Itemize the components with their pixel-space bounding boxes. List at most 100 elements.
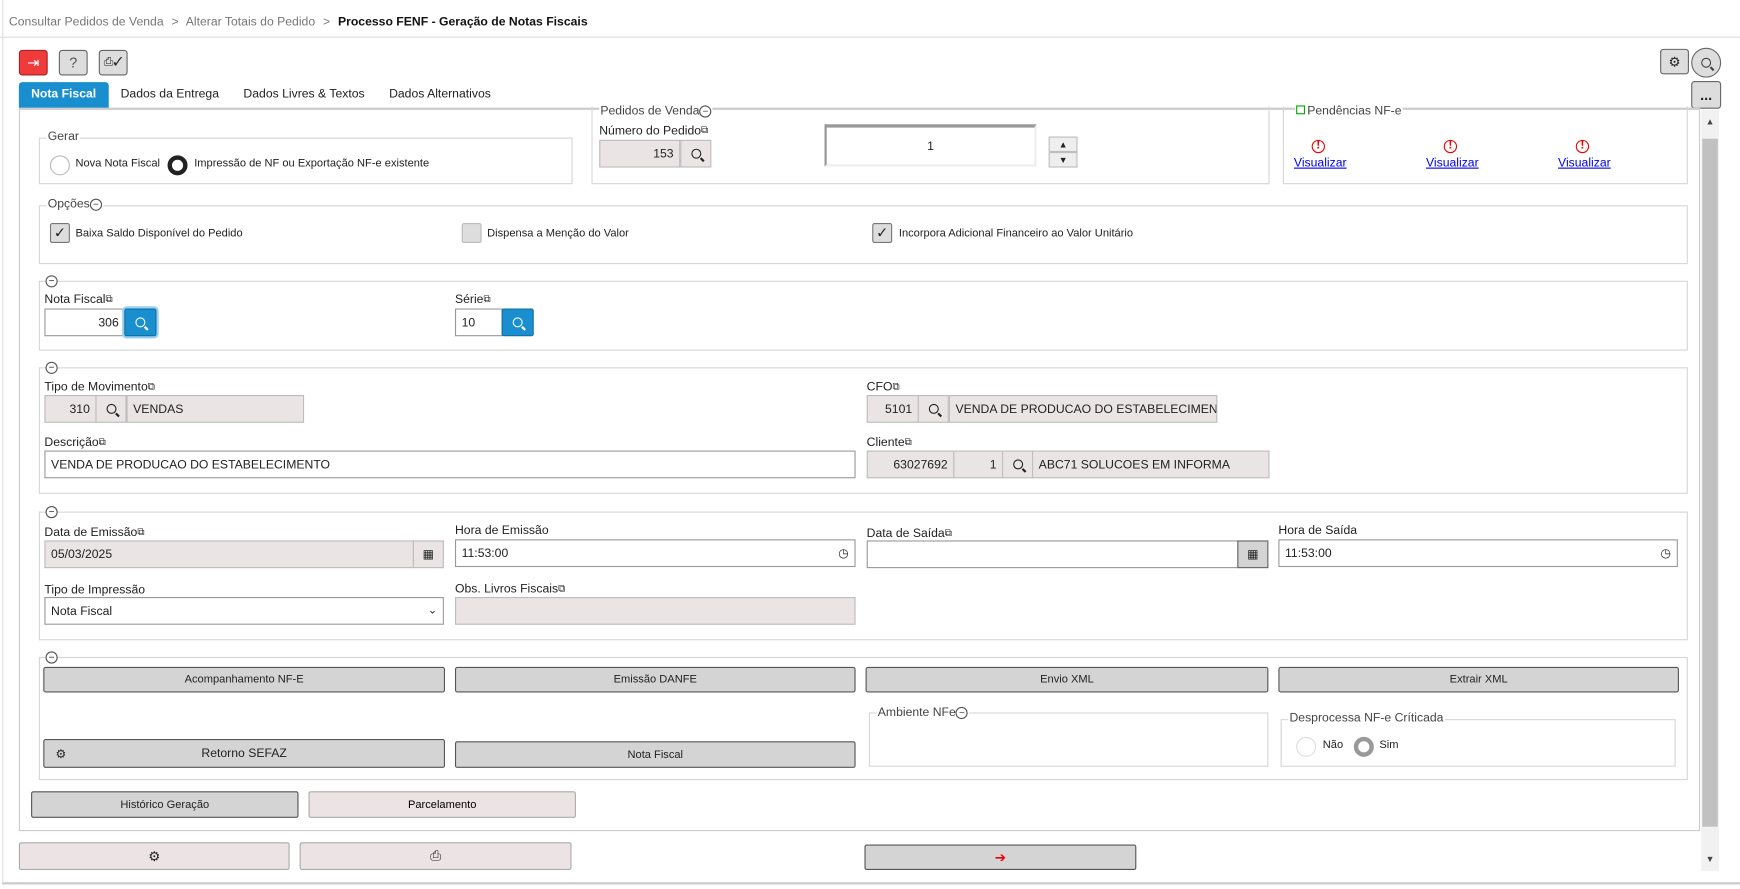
data-emissao-input[interactable]: 05/03/2025 xyxy=(44,540,414,569)
pendencias-legend: Pendências NF-e xyxy=(1295,104,1403,118)
radio-label: Nova Nota Fiscal xyxy=(75,157,160,170)
clock-icon[interactable]: ◷ xyxy=(1660,547,1672,561)
data-saida-calendar[interactable]: ▦ xyxy=(1237,540,1269,569)
copy-icon[interactable]: ⧉ xyxy=(147,380,155,392)
print-button[interactable]: ⎙✓ xyxy=(98,49,128,76)
nota-fiscal-input[interactable]: 306 xyxy=(44,308,126,337)
cliente-search[interactable] xyxy=(1002,450,1034,479)
collapse-icon[interactable]: − xyxy=(45,361,58,374)
settings-action-button[interactable]: ⚙ xyxy=(18,842,290,871)
data-saida-input[interactable] xyxy=(866,540,1239,569)
ambiente-nfe-fieldset: Ambiente NFe − xyxy=(868,705,1269,767)
cfo-search[interactable] xyxy=(917,395,949,423)
breadcrumb-separator: > xyxy=(171,15,179,29)
help-button[interactable]: ? xyxy=(58,49,88,76)
checkbox-incorpora[interactable]: ✓ xyxy=(872,223,893,244)
copy-icon[interactable]: ⧉ xyxy=(558,582,566,594)
descricao-input[interactable]: VENDA DE PRODUCAO DO ESTABELECIMENTO xyxy=(44,450,856,479)
acompanhamento-nfe-button[interactable]: Acompanhamento NF-E xyxy=(43,666,445,693)
breadcrumb-link[interactable]: Consultar Pedidos de Venda xyxy=(8,15,164,29)
search-icon xyxy=(105,403,116,414)
checkbox-dispensa[interactable] xyxy=(461,223,482,244)
cfo-desc: VENDA DE PRODUCAO DO ESTABELECIMENTO xyxy=(948,395,1218,423)
breadcrumb-separator: > xyxy=(322,15,331,29)
copy-icon[interactable]: ⧉ xyxy=(483,292,491,305)
print-action-button[interactable]: ⎙ xyxy=(299,842,572,871)
radio-impressao[interactable] xyxy=(167,155,188,176)
breadcrumb-link[interactable]: Alterar Totais do Pedido xyxy=(185,15,316,29)
radio-sim[interactable] xyxy=(1353,736,1374,757)
collapse-icon[interactable]: − xyxy=(45,275,58,288)
radio-nova-nota[interactable] xyxy=(49,155,70,176)
collapse-icon[interactable]: − xyxy=(89,198,103,211)
scrollbar[interactable]: ▲ ▼ xyxy=(1701,109,1719,872)
tipo-movimento-search[interactable] xyxy=(95,395,127,423)
counter-down-button[interactable]: ▼ xyxy=(1048,152,1078,168)
parcelamento-button[interactable]: Parcelamento xyxy=(308,791,576,818)
counter-up-button[interactable]: ▲ xyxy=(1048,136,1078,153)
copy-icon[interactable]: ⧉ xyxy=(105,292,113,305)
exit-action-button[interactable]: ➔ xyxy=(864,844,1137,871)
visualizar-link[interactable]: Visualizar xyxy=(1293,156,1347,170)
breadcrumb: Consultar Pedidos de Venda > Alterar Tot… xyxy=(9,16,588,29)
numero-pedido-input[interactable]: 153 xyxy=(599,139,681,168)
exit-button[interactable]: ⇥ xyxy=(18,49,48,76)
settings-button[interactable]: ⚙ xyxy=(1660,48,1689,75)
radio-nao[interactable] xyxy=(1296,736,1317,757)
search-button[interactable] xyxy=(1691,47,1722,78)
hora-saida-input[interactable]: 11:53:00 ◷ xyxy=(1278,539,1678,568)
scrollbar-thumb[interactable] xyxy=(1702,138,1718,827)
visualizar-link[interactable]: Visualizar xyxy=(1425,156,1479,170)
copy-icon[interactable]: ⧉ xyxy=(892,380,900,392)
tab-dados-entrega[interactable]: Dados da Entrega xyxy=(120,87,220,101)
pedido-counter[interactable]: 1 xyxy=(824,124,1037,167)
warning-icon: ! xyxy=(1443,139,1458,154)
historico-geracao-button[interactable]: Histórico Geração xyxy=(31,791,299,818)
cliente-code[interactable]: 63027692 xyxy=(866,450,955,479)
copy-icon[interactable]: ⧉ xyxy=(904,436,912,448)
search-icon xyxy=(512,317,523,328)
serie-search-button[interactable] xyxy=(501,308,534,337)
extrair-xml-button[interactable]: Extrair XML xyxy=(1278,666,1679,693)
copy-icon[interactable]: ⧉ xyxy=(701,124,709,136)
collapse-icon[interactable]: − xyxy=(955,706,969,720)
numero-pedido-label: Número do Pedido⧉ xyxy=(599,124,709,138)
pedido-search-button[interactable] xyxy=(680,139,712,168)
emissao-danfe-button[interactable]: Emissão DANFE xyxy=(454,666,856,693)
checkbox-label: Dispensa a Menção do Valor xyxy=(487,227,629,240)
collapse-icon[interactable]: − xyxy=(699,105,712,118)
nota-search-button[interactable] xyxy=(124,308,157,337)
tab-nota-fiscal[interactable]: Nota Fiscal xyxy=(18,82,109,109)
scroll-up-icon[interactable]: ▲ xyxy=(1705,116,1715,127)
search-icon xyxy=(1701,57,1712,68)
obs-livros-input[interactable] xyxy=(454,597,856,625)
serie-input[interactable]: 10 xyxy=(454,308,503,337)
visualizar-link[interactable]: Visualizar xyxy=(1558,156,1611,170)
checkbox-baixa-saldo[interactable]: ✓ xyxy=(49,223,70,244)
nota-section xyxy=(38,280,1688,351)
cliente-seq[interactable]: 1 xyxy=(953,450,1004,479)
copy-icon[interactable]: ⧉ xyxy=(98,436,106,448)
copy-icon[interactable]: ⧉ xyxy=(944,527,952,539)
collapse-icon[interactable]: − xyxy=(45,506,58,519)
gear-icon: ⚙ xyxy=(55,747,67,761)
data-emissao-calendar[interactable]: ▦ xyxy=(412,540,444,569)
collapse-icon[interactable]: − xyxy=(45,651,58,664)
scroll-down-icon[interactable]: ▼ xyxy=(1705,854,1715,865)
clock-icon[interactable]: ◷ xyxy=(838,547,849,561)
descricao-label: Descrição⧉ xyxy=(44,436,106,450)
cfo-code[interactable]: 5101 xyxy=(866,395,919,423)
retorno-sefaz-button[interactable]: ⚙ Retorno SEFAZ xyxy=(43,739,445,768)
tipo-impressao-select[interactable]: Nota Fiscal ⌄ xyxy=(44,597,444,625)
nota-fiscal-button[interactable]: Nota Fiscal xyxy=(454,741,856,768)
more-button[interactable]: ... xyxy=(1691,81,1722,109)
content-panel xyxy=(18,107,1701,832)
tab-dados-livres[interactable]: Dados Livres & Textos xyxy=(243,87,365,101)
tab-dados-alternativos[interactable]: Dados Alternativos xyxy=(389,87,491,101)
cfo-label: CFO⧉ xyxy=(866,380,900,394)
hora-emissao-input[interactable]: 11:53:00 ◷ xyxy=(454,539,856,568)
envio-xml-button[interactable]: Envio XML xyxy=(865,666,1269,693)
breadcrumb-current: Processo FENF - Geração de Notas Fiscais xyxy=(337,15,588,29)
tipo-movimento-code[interactable]: 310 xyxy=(44,395,97,423)
copy-icon[interactable]: ⧉ xyxy=(137,525,145,538)
